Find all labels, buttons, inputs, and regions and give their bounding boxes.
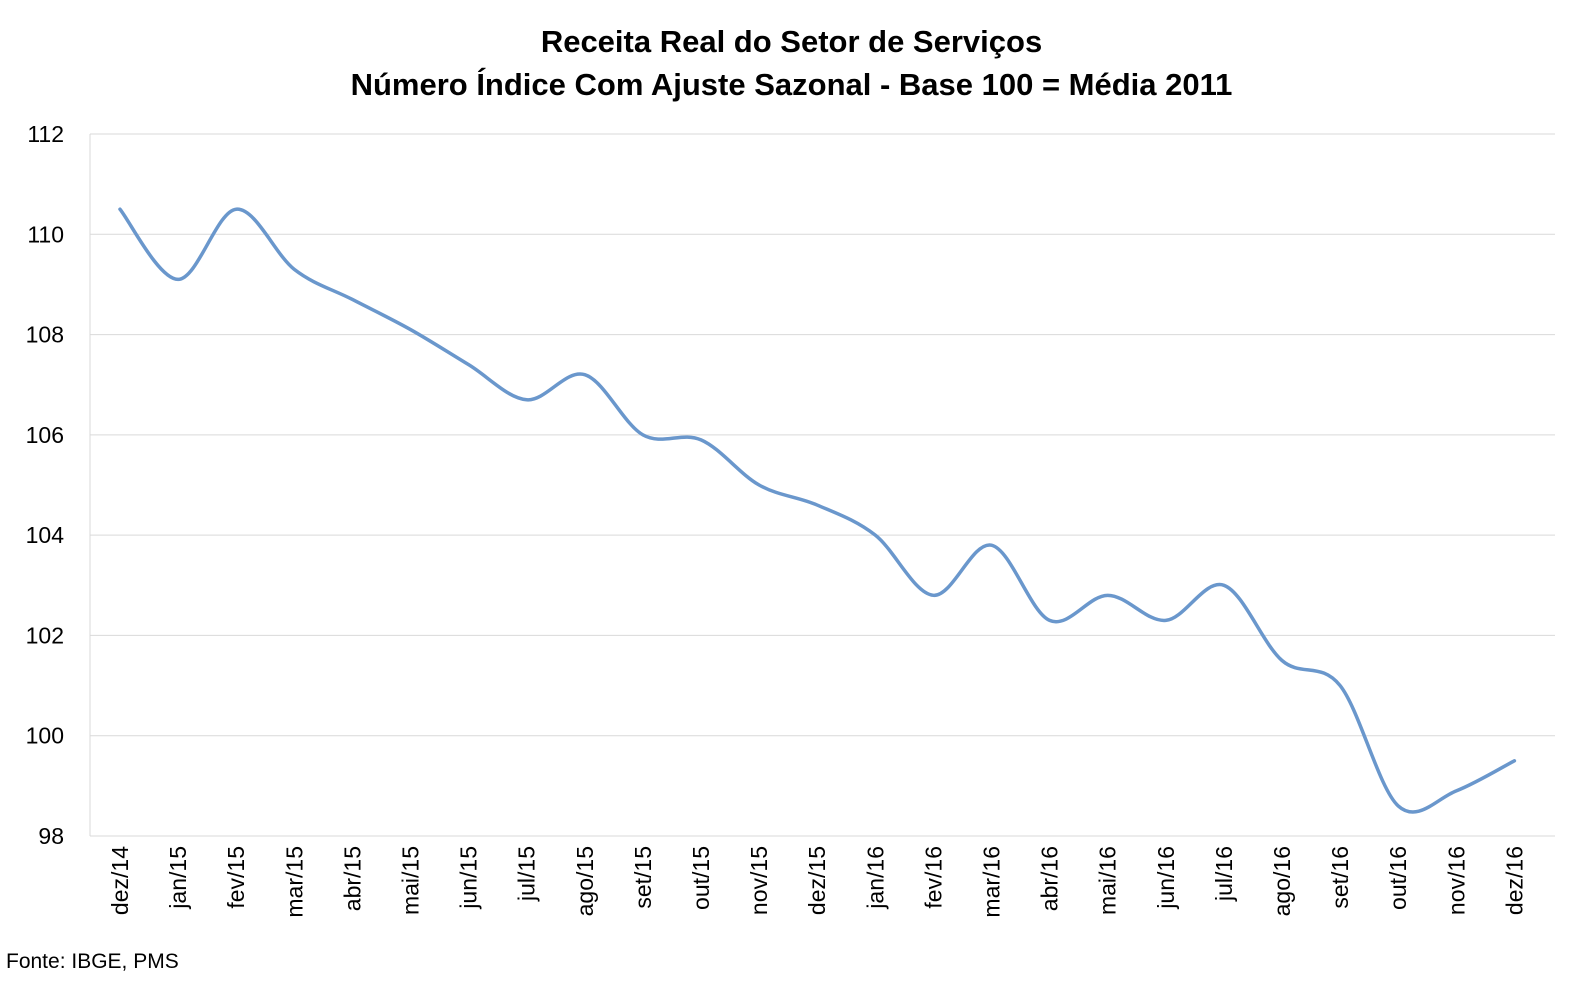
x-tick-label: mai/15 (398, 846, 424, 915)
x-tick-label: jan/16 (862, 846, 888, 910)
x-tick-label: jun/16 (1153, 846, 1179, 910)
chart-subtitle: Número Índice Com Ajuste Sazonal - Base … (350, 67, 1233, 102)
x-tick-label: dez/15 (804, 846, 830, 915)
x-tick-label: jun/15 (456, 846, 482, 910)
x-tick-label: set/16 (1327, 846, 1353, 909)
x-tick-label: nov/15 (746, 846, 772, 915)
x-tick-label: ago/16 (1269, 846, 1295, 916)
y-tick-label: 98 (38, 823, 64, 849)
x-tick-label: abr/15 (339, 846, 365, 911)
x-tick-label: jan/15 (165, 846, 191, 910)
y-tick-label: 110 (27, 221, 64, 247)
y-tick-label: 112 (27, 121, 64, 147)
x-tick-label: jul/15 (514, 846, 540, 902)
y-tick-label: 100 (26, 723, 64, 749)
y-tick-label: 104 (26, 522, 65, 548)
x-tick-label: ago/15 (572, 846, 598, 916)
y-tick-label: 102 (26, 622, 64, 648)
x-tick-label: fev/16 (920, 846, 946, 909)
x-tick-label: out/16 (1385, 846, 1411, 910)
x-tick-label: mar/16 (979, 846, 1005, 918)
x-tick-label: dez/16 (1501, 846, 1527, 915)
x-tick-label: dez/14 (107, 846, 133, 915)
series-line (118, 207, 1517, 814)
x-tick-label: jul/16 (1211, 846, 1237, 902)
y-tick-label: 106 (26, 422, 64, 448)
x-tick-label: set/15 (630, 846, 656, 909)
source-note: Fonte: IBGE, PMS (6, 950, 179, 973)
chart-title: Receita Real do Setor de Serviços (540, 24, 1043, 59)
y-tick-label: 108 (26, 322, 64, 348)
x-tick-label: abr/16 (1037, 846, 1063, 911)
x-tick-label: mai/16 (1095, 846, 1121, 915)
x-tick-label: nov/16 (1443, 846, 1469, 915)
x-tick-label: fev/15 (223, 846, 249, 909)
x-tick-label: out/15 (688, 846, 714, 910)
x-tick-label: mar/15 (281, 846, 307, 918)
